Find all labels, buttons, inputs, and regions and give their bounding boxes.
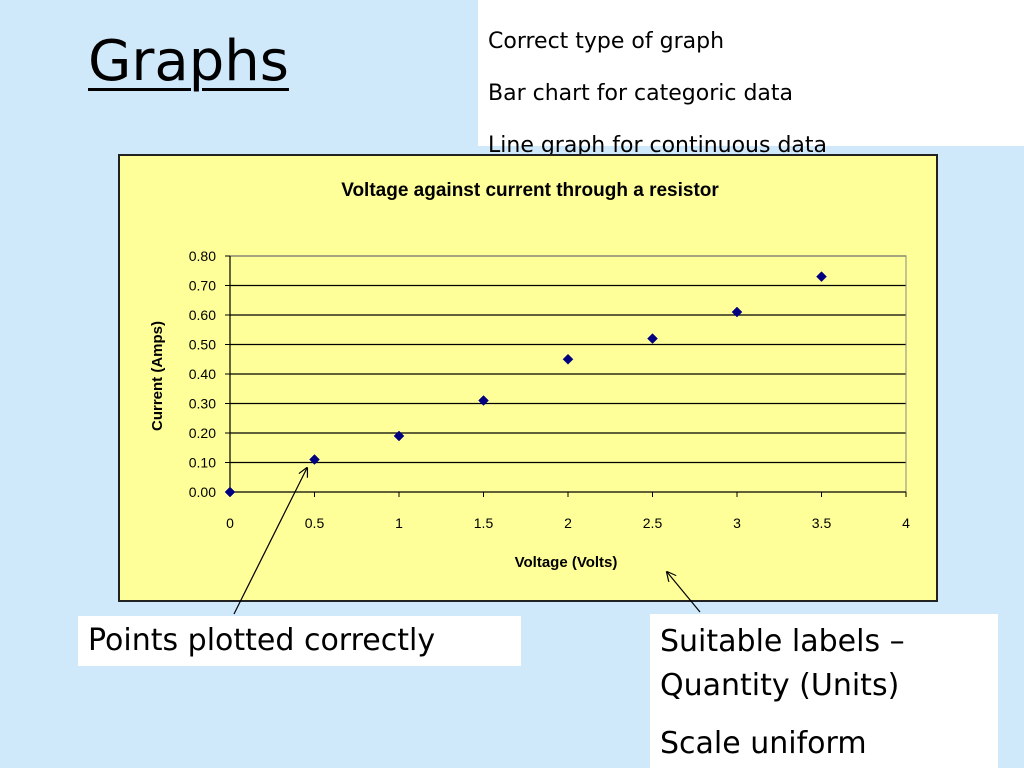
- x-tick-label: 4: [902, 515, 910, 531]
- x-tick-label: 3.5: [812, 515, 832, 531]
- labels-callout: Suitable labels – Quantity (Units) Scale…: [650, 614, 998, 768]
- data-point: [647, 333, 658, 344]
- y-tick-label: 0.40: [189, 366, 216, 382]
- x-tick-label: 0: [226, 515, 234, 531]
- x-tick-label: 2: [564, 515, 572, 531]
- points-callout-text: Points plotted correctly: [88, 623, 436, 658]
- y-tick-label: 0.20: [189, 425, 216, 441]
- y-tick-label: 0.60: [189, 307, 216, 323]
- chart-frame: Voltage against current through a resist…: [118, 154, 938, 602]
- y-tick-label: 0.70: [189, 278, 216, 294]
- criteria-item-graph-type: Correct type of graph: [488, 29, 725, 54]
- x-tick-label: 2.5: [643, 515, 663, 531]
- y-tick-label: 0.10: [189, 455, 216, 471]
- scatter-chart: Voltage against current through a resist…: [149, 180, 910, 571]
- data-point: [393, 430, 405, 442]
- x-axis-label: Voltage (Volts): [515, 554, 618, 571]
- y-tick-label: 0.50: [189, 337, 216, 353]
- x-tick-label: 1.5: [474, 515, 494, 531]
- data-point: [478, 395, 489, 406]
- x-tick-label: 0.5: [305, 515, 325, 531]
- scale-callout-text: Scale uniform: [660, 726, 867, 761]
- slide-title: Graphs: [88, 29, 289, 94]
- criteria-box: Correct type of graph Bar chart for cate…: [478, 0, 1024, 158]
- points-callout: Points plotted correctly: [78, 616, 521, 666]
- data-point: [816, 271, 827, 283]
- data-point: [224, 486, 236, 498]
- labels-callout-line2: Quantity (Units): [660, 668, 900, 703]
- y-tick-label: 0.80: [189, 248, 216, 264]
- data-point: [309, 454, 320, 465]
- y-tick-label: 0.00: [189, 484, 216, 500]
- y-tick-label: 0.30: [189, 396, 216, 412]
- x-tick-label: 1: [395, 515, 403, 531]
- criteria-item-line-graph: Line graph for continuous data: [488, 133, 828, 158]
- labels-callout-line1: Suitable labels –: [660, 624, 905, 659]
- data-point: [731, 306, 743, 318]
- y-axis-label: Current (Amps): [149, 321, 166, 431]
- data-point: [562, 353, 574, 365]
- x-tick-label: 3: [733, 515, 741, 531]
- chart-title: Voltage against current through a resist…: [341, 180, 719, 201]
- criteria-item-bar-chart: Bar chart for categoric data: [488, 81, 794, 106]
